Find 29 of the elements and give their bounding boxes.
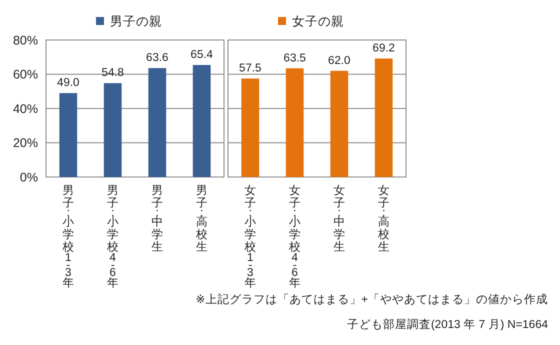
data-label: 69.2 xyxy=(372,42,395,54)
category-label: 男子:小学校4-6年 xyxy=(106,185,119,290)
y-tick-label: 40% xyxy=(12,102,38,116)
y-tick-label: 80% xyxy=(12,33,38,48)
bar xyxy=(148,68,166,177)
x-tick-label: 女子:中学生 xyxy=(333,184,346,254)
y-tick-label: 20% xyxy=(12,136,38,150)
y-tick-label: 60% xyxy=(12,68,38,82)
data-label: 57.5 xyxy=(239,62,262,75)
bar xyxy=(59,93,78,177)
data-label: 63.5 xyxy=(284,52,306,64)
x-tick-label: 男子:中学生 xyxy=(151,184,164,254)
x-tick-label: 男子:高校生 xyxy=(194,184,208,254)
data-label: 62.0 xyxy=(328,54,350,67)
category-label: 男子:小学校1-3年 xyxy=(62,185,74,290)
data-label: 49.0 xyxy=(57,77,80,90)
y-tick-label: 0% xyxy=(20,170,38,184)
text: 子ども部屋調査(2013 年 7 月) N=1664 xyxy=(346,317,549,331)
x-tick-label: 女子:高校生 xyxy=(376,184,390,254)
legend-label: 男子の親 xyxy=(110,14,162,28)
bar xyxy=(104,83,122,177)
data-label: 54.8 xyxy=(102,67,124,80)
bar xyxy=(192,65,211,177)
data-label: 63.6 xyxy=(146,52,168,64)
category-label: 女子:小学校4-6年 xyxy=(288,185,301,290)
category-label: 女子:小学校1-3年 xyxy=(244,185,256,290)
data-label: 65.4 xyxy=(190,49,214,61)
text: ※上記グラフは「あてはまる」+「ややあてはまる」の値から作成 xyxy=(196,293,548,306)
legend-label: 女子の親 xyxy=(292,14,344,28)
